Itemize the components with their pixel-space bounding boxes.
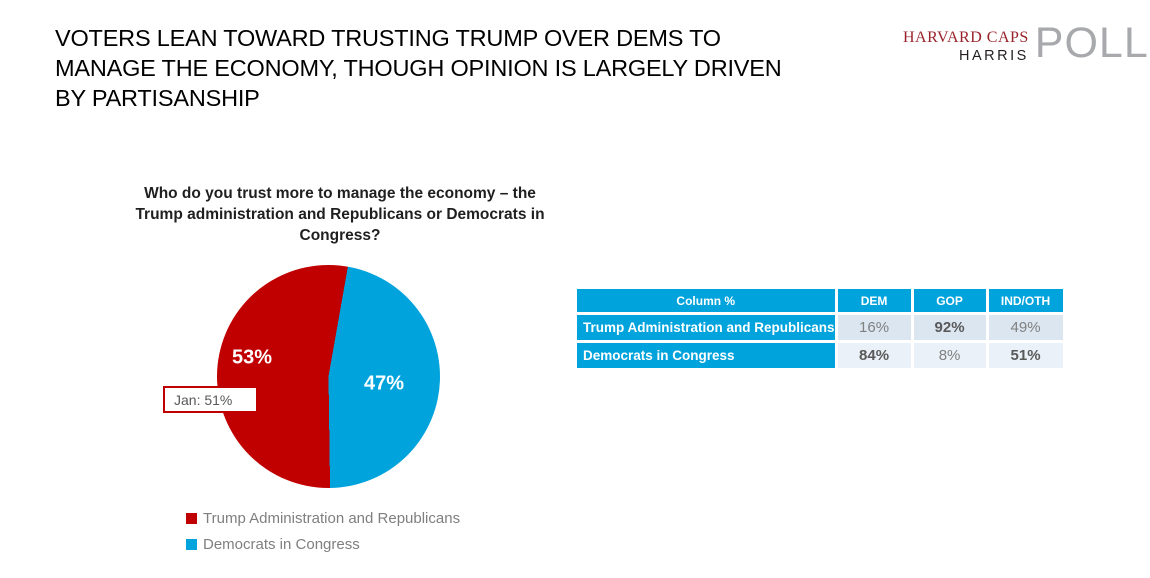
chart-legend: Trump Administration and Republicans Dem…: [186, 510, 460, 562]
table-row-dems: Democrats in Congress 84% 8% 51%: [577, 343, 1063, 368]
table-cell: 49%: [988, 315, 1063, 340]
page-title-line: MANAGE THE ECONOMY, THOUGH OPINION IS LA…: [55, 54, 782, 81]
table-header-column-pct: Column %: [577, 289, 835, 312]
table-header-gop: GOP: [913, 289, 986, 312]
logo-harris: HARRIS: [959, 48, 1029, 64]
table-cell: 84%: [837, 343, 911, 368]
chart-title-line: Trump administration and Republicans or …: [135, 205, 545, 223]
legend-item-dems: Democrats in Congress: [186, 536, 460, 553]
legend-swatch-trump: [186, 513, 197, 524]
chart-title: Who do you trust more to manage the econ…: [110, 184, 570, 247]
table-cell: 92%: [913, 315, 986, 340]
table-header-ind-oth: IND/OTH: [988, 289, 1063, 312]
table-header-row: Column % DEM GOP IND/OTH: [577, 289, 1063, 312]
table-row-label: Democrats in Congress: [577, 343, 835, 368]
table-cell: 8%: [913, 343, 986, 368]
crosstab-table: Column % DEM GOP IND/OTH Trump Administr…: [574, 286, 1066, 371]
harvard-harris-poll-logo: HARVARD CAPS HARRIS POLL: [903, 19, 1149, 67]
logo-harvard-caps: HARVARD CAPS: [903, 29, 1029, 46]
table-cell: 51%: [988, 343, 1063, 368]
pie-slice-label-dems: 47%: [363, 372, 405, 395]
legend-swatch-dems: [186, 539, 197, 550]
page-title: VOTERS LEAN TOWARD TRUSTING TRUMP OVER D…: [55, 24, 875, 114]
table-header-dem: DEM: [837, 289, 911, 312]
table-cell: 16%: [837, 315, 911, 340]
chart-title-line: Who do you trust more to manage the econ…: [144, 185, 536, 202]
legend-label-dems: Democrats in Congress: [203, 536, 360, 553]
pie-slice-label-trump: 53%: [231, 346, 273, 369]
jan-annotation-box: Jan: 51%: [163, 386, 258, 413]
table-row-trump: Trump Administration and Republicans 16%…: [577, 315, 1063, 340]
logo-poll: POLL: [1034, 19, 1149, 67]
legend-item-trump: Trump Administration and Republicans: [186, 510, 460, 527]
logo-text-block: HARVARD CAPS HARRIS: [903, 27, 1029, 64]
pie-chart: [217, 265, 440, 488]
table-row-label: Trump Administration and Republicans: [577, 315, 835, 340]
legend-label-trump: Trump Administration and Republicans: [203, 510, 461, 527]
chart-title-line: Congress?: [299, 226, 381, 244]
page-title-line: VOTERS LEAN TOWARD TRUSTING TRUMP OVER D…: [55, 25, 721, 51]
page-title-line: BY PARTISANSHIP: [55, 84, 260, 111]
